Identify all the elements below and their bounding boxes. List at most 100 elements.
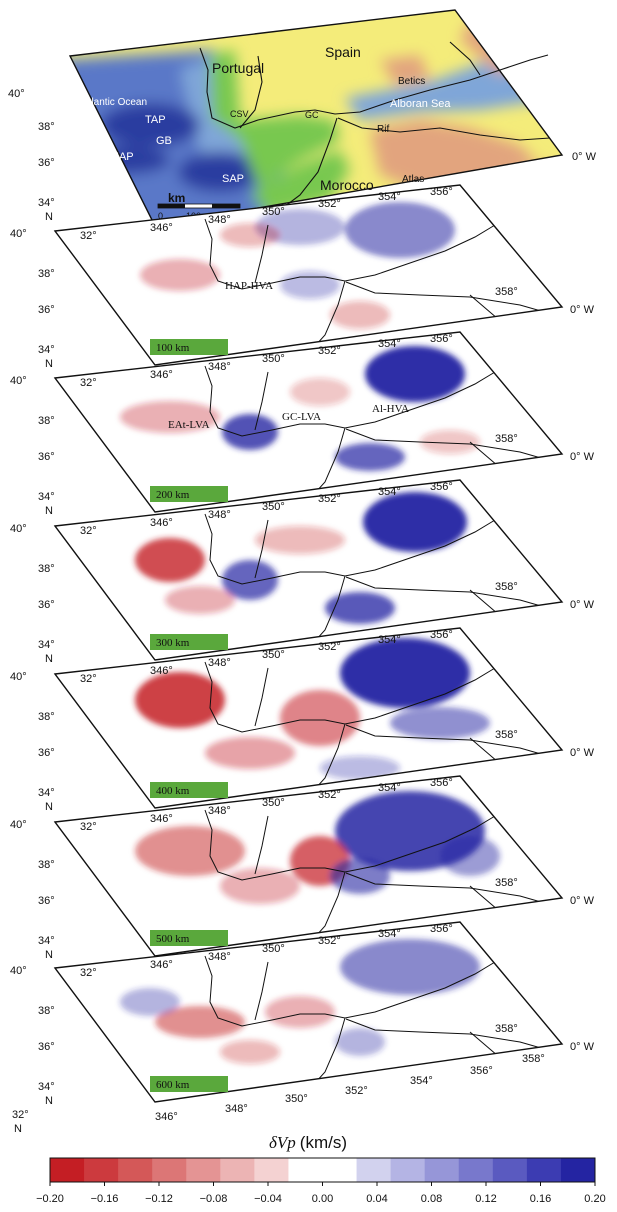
region-label-sap: SAP	[222, 173, 244, 185]
colorbar-title-unit: (km/s)	[300, 1133, 347, 1152]
slow-anomaly	[120, 401, 220, 433]
depth-slice-frame	[53, 479, 564, 661]
slice-lon-tick: 348°	[225, 1103, 248, 1115]
depth-slice-frame	[53, 921, 564, 1103]
depth-slice-5: 500 km 40° 38° 36° 34° N 32° 346° 348° 350° 352° 35…	[10, 775, 595, 961]
slice-lat-tick: 36°	[38, 599, 55, 611]
region-label-gc: GC	[305, 110, 319, 120]
depth-label: 200 km	[150, 486, 228, 502]
colorbar-title-symbol: δVp	[269, 1133, 296, 1152]
slice-lon-tick: 352°	[318, 935, 341, 947]
slice-lon-tick: 350°	[262, 943, 285, 955]
slow-anomaly	[220, 1040, 280, 1064]
topography-map-frame	[68, 9, 564, 227]
fast-anomaly	[120, 988, 180, 1016]
slice-lon-tick: 350°	[262, 353, 285, 365]
colorbar-cell	[254, 1158, 289, 1182]
slice-lat-axis-letter: N	[45, 653, 53, 665]
region-label-alboran-sea: Alboran Sea	[390, 98, 451, 110]
depth-slice-4: 400 km 40° 38° 36° 34° N 32° 346° 348° 350° 352° 35…	[10, 627, 595, 813]
slice-lon-tick: 358°	[495, 433, 518, 445]
slice-lat-tick: 40°	[10, 819, 27, 831]
depth-label: 400 km	[150, 782, 228, 798]
colorbar-cell	[118, 1158, 153, 1182]
slice-lat-tick: 38°	[38, 711, 55, 723]
slice-lon-tick: 358°	[495, 729, 518, 741]
slice-lon-tick: 354°	[378, 191, 401, 203]
svg-text:600 km: 600 km	[156, 1079, 190, 1091]
colorbar-cell	[424, 1158, 460, 1182]
region-label-tap: TAP	[145, 114, 166, 126]
region-label-morocco: Morocco	[320, 177, 374, 193]
colorbar-cells	[50, 1158, 596, 1182]
slice-lon-tick: 356°	[430, 481, 453, 493]
topography-lat-tick-36: 36°	[38, 157, 55, 169]
slice-lat-tick: 38°	[38, 859, 55, 871]
colorbar-cell	[390, 1158, 426, 1182]
slow-anomaly	[205, 737, 295, 769]
colorbar-tick-label: −0.08	[200, 1193, 228, 1205]
fast-anomaly	[280, 271, 340, 299]
slice-lat-tick: 34°	[38, 491, 55, 503]
colorbar-tick-label: 0.12	[475, 1193, 496, 1205]
fast-anomaly	[440, 836, 500, 876]
slow-anomaly	[220, 868, 300, 904]
colorbar-tick-label: 0.00	[312, 1193, 333, 1205]
slice-lon-tick: 356°	[430, 629, 453, 641]
depth-slices: 100 km HAP-HVA 40° 38° 36° 34° N 32° 346° 348° 350…	[10, 184, 595, 1135]
topography-lat-tick-34: 34°	[38, 197, 55, 209]
slice-lat-axis-letter: N	[45, 505, 53, 517]
slice-lon-corner-label: 0° W	[570, 451, 595, 463]
svg-text:100 km: 100 km	[156, 342, 190, 354]
slice-lon-tick: 346°	[150, 369, 173, 381]
slice-lon-tick: 356°	[470, 1065, 493, 1077]
slice-lon-tick: 346°	[150, 222, 173, 234]
fast-anomaly	[340, 638, 470, 708]
slow-anomaly	[165, 586, 235, 614]
velocity-anomaly-field	[120, 346, 480, 471]
region-label-gb: GB	[156, 135, 172, 147]
slice-lon-tick: 350°	[262, 797, 285, 809]
slice-lon-tick: 32°	[80, 821, 97, 833]
region-label-spain: Spain	[325, 44, 361, 60]
colorbar-tick-label: 0.20	[584, 1193, 605, 1205]
slice-lon-tick: 348°	[208, 657, 231, 669]
slice-lat-tick: 38°	[38, 268, 55, 280]
depth-slice-3: 300 km 40° 38° 36° 34° N 32° 346° 348° 350° 352° 35…	[10, 479, 595, 665]
slow-anomaly	[135, 826, 245, 876]
slice-lat-tick: 36°	[38, 895, 55, 907]
colorbar-cell	[220, 1158, 255, 1182]
slice-lat-tick: 40°	[10, 523, 27, 535]
slice-lat-tick: 32°	[12, 1109, 29, 1121]
velocity-anomaly-field	[135, 791, 500, 904]
region-label-portugal: Portugal	[212, 60, 264, 76]
colorbar-title: δVp (km/s)	[269, 1133, 347, 1152]
colorbar-tick-label: −0.12	[145, 1193, 173, 1205]
scale-bar-tick-0: 0	[158, 211, 163, 221]
slice-lon-tick: 346°	[150, 813, 173, 825]
depth-slice-frame	[53, 775, 564, 957]
colorbar-cell	[152, 1158, 187, 1182]
slice-lon-tick: 356°	[430, 777, 453, 789]
slice-lon-tick: 358°	[495, 286, 518, 298]
topography-lat-axis-letter: N	[45, 211, 53, 223]
velocity-anomaly-field	[135, 492, 467, 624]
depth-slice-frame	[53, 184, 564, 366]
region-label-atlantic-ocean: Atlantic Ocean	[82, 97, 147, 108]
fast-anomaly	[345, 202, 455, 258]
depth-label: 100 km	[150, 339, 228, 355]
region-label-atlas: Atlas	[402, 174, 424, 185]
slice-lon-tick: 346°	[150, 665, 173, 677]
slice-lon-tick: 346°	[150, 959, 173, 971]
colorbar-cell	[50, 1158, 85, 1182]
depth-slice-frame	[53, 627, 564, 809]
slice-lat-tick: 34°	[38, 344, 55, 356]
anomaly-label: EAt-LVA	[168, 419, 210, 431]
colorbar-cell	[560, 1158, 596, 1182]
slice-lon-tick: 348°	[208, 214, 231, 226]
fast-anomaly	[340, 939, 480, 995]
slice-lon-tick: 32°	[80, 525, 97, 537]
fast-anomaly	[330, 858, 390, 894]
slice-lon-tick: 356°	[430, 923, 453, 935]
slice-lon-tick: 352°	[318, 198, 341, 210]
